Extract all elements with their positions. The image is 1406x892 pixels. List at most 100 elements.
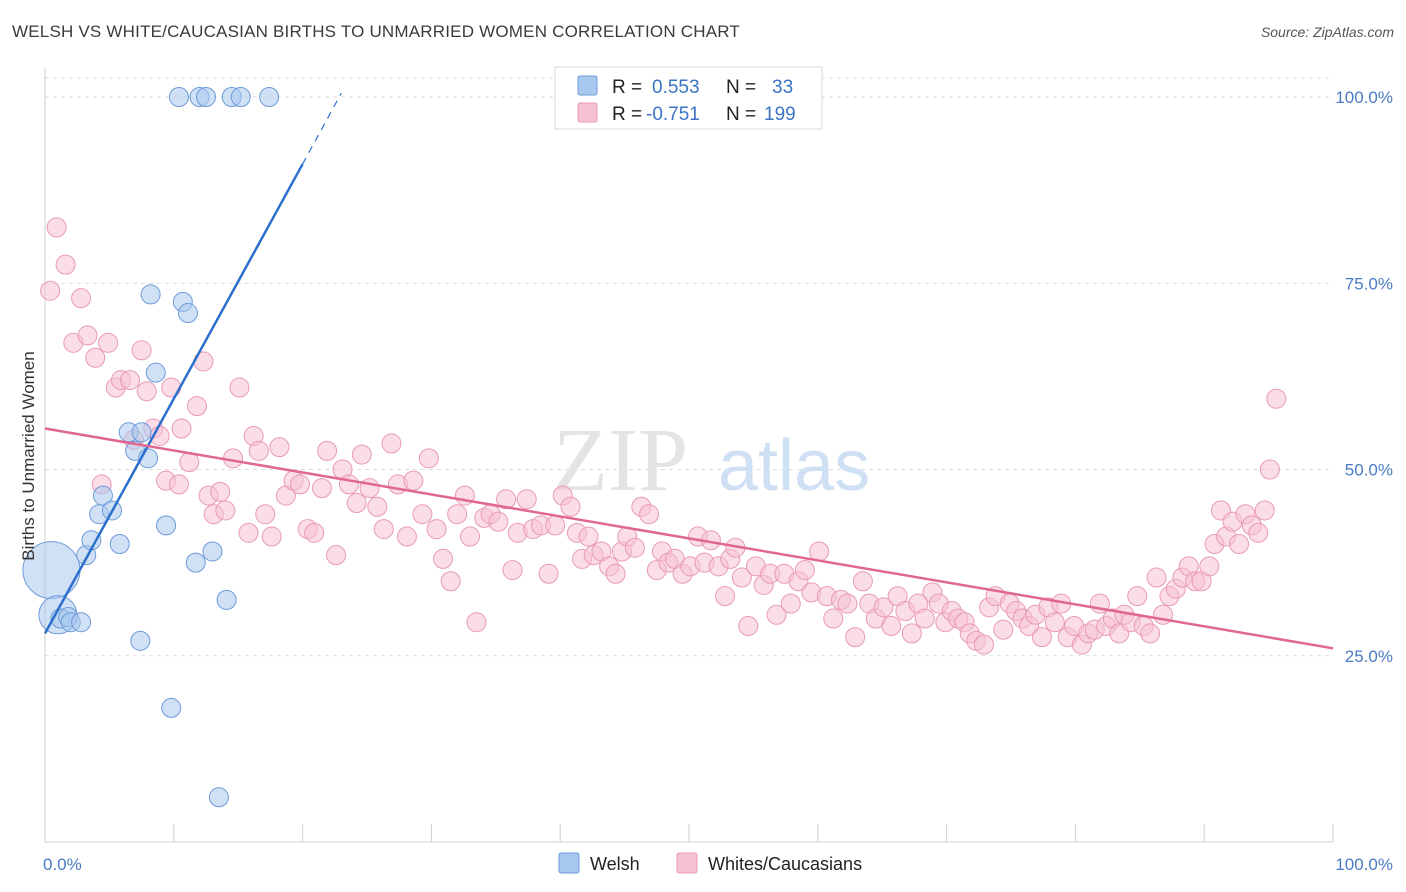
data-point	[624, 537, 645, 558]
bottom-legend-welsh: Welsh	[590, 854, 640, 874]
data-point	[545, 515, 566, 536]
data-point	[738, 615, 759, 636]
data-point	[71, 288, 92, 309]
y-tick-label: 75.0%	[1345, 274, 1393, 293]
legend-welsh-r-label: R =	[612, 77, 642, 98]
legend-white-r-label: R =	[612, 104, 642, 125]
data-point	[71, 612, 92, 633]
data-point	[381, 433, 402, 454]
data-point	[120, 370, 141, 391]
data-point	[373, 519, 394, 540]
data-point	[304, 522, 325, 543]
bottom-legend-swatch-white	[676, 852, 698, 874]
data-point	[1127, 586, 1148, 607]
data-point	[229, 377, 250, 398]
data-point	[1254, 500, 1275, 521]
data-point	[993, 619, 1014, 640]
data-point	[845, 627, 866, 648]
data-point	[196, 87, 216, 107]
data-point	[177, 303, 198, 324]
data-point	[1140, 623, 1161, 644]
y-tick-label: 25.0%	[1345, 647, 1393, 666]
data-point	[873, 597, 894, 618]
data-point	[215, 500, 236, 521]
data-point	[1199, 556, 1220, 577]
data-point	[269, 437, 290, 458]
data-point	[852, 571, 873, 592]
chart-title: WELSH VS WHITE/CAUCASIAN BIRTHS TO UNMAR…	[12, 22, 740, 41]
data-point	[136, 381, 157, 402]
data-point	[359, 478, 380, 499]
data-point	[426, 519, 447, 540]
data-point	[560, 496, 581, 517]
data-point	[168, 87, 189, 107]
data-point	[46, 217, 67, 238]
data-point	[496, 489, 517, 510]
data-point	[460, 526, 481, 547]
data-point	[131, 422, 152, 443]
data-point	[109, 534, 130, 554]
data-point	[412, 504, 433, 525]
data-point	[186, 396, 207, 417]
bottom-legend-swatch-welsh	[558, 852, 580, 874]
data-point	[396, 526, 417, 547]
data-point	[432, 548, 453, 569]
data-point	[168, 474, 189, 495]
legend-welsh-n-label: N =	[726, 77, 756, 98]
data-point	[1031, 627, 1052, 648]
data-point	[809, 541, 830, 562]
data-point	[418, 448, 439, 469]
data-point	[208, 787, 229, 808]
x-tick-label: 100.0%	[1335, 855, 1393, 874]
data-point	[1146, 567, 1167, 588]
data-point	[837, 593, 858, 614]
data-point	[516, 489, 537, 510]
data-point	[502, 560, 523, 581]
data-point	[538, 563, 559, 584]
tick-labels: 25.0% 50.0% 75.0% 100.0% 0.0% 100.0%	[43, 88, 1393, 874]
data-point	[338, 474, 359, 495]
series-whites-caucasians	[40, 217, 1287, 655]
trendline-welsh	[43, 163, 304, 635]
data-point	[794, 560, 815, 581]
data-point	[326, 545, 347, 566]
data-point	[1266, 388, 1287, 409]
x-tick-label: 0.0%	[43, 855, 82, 874]
data-point	[367, 496, 388, 517]
data-point	[140, 284, 161, 305]
data-point	[161, 697, 182, 718]
data-point	[171, 418, 192, 439]
data-point	[259, 87, 280, 107]
data-point	[85, 347, 106, 368]
data-point	[156, 515, 177, 536]
data-point	[185, 552, 206, 573]
data-point	[605, 563, 626, 584]
data-point	[55, 254, 76, 275]
axes	[44, 68, 1334, 843]
trendlines	[43, 92, 1334, 650]
data-point	[578, 526, 599, 547]
legend-welsh-n-value: 33	[772, 77, 793, 98]
data-point	[766, 604, 787, 625]
bottom-legend: Welsh Whites/Caucasians	[558, 852, 862, 874]
data-point	[1248, 522, 1269, 543]
data-point	[202, 541, 223, 562]
data-point	[1044, 612, 1065, 633]
data-point	[77, 325, 98, 346]
data-point	[973, 634, 994, 655]
data-point	[210, 481, 231, 502]
data-point	[92, 485, 113, 506]
data-point	[216, 589, 237, 610]
data-point	[731, 567, 752, 588]
series-welsh	[22, 87, 280, 808]
data-point	[715, 586, 736, 607]
data-point	[488, 511, 509, 532]
data-point	[98, 332, 119, 353]
data-point	[311, 478, 332, 499]
data-point	[290, 474, 311, 495]
y-tick-label: 100.0%	[1335, 88, 1393, 107]
legend-white-r-value: -0.751	[646, 104, 700, 125]
watermark-atlas: atlas	[718, 426, 870, 506]
data-point	[230, 87, 251, 107]
